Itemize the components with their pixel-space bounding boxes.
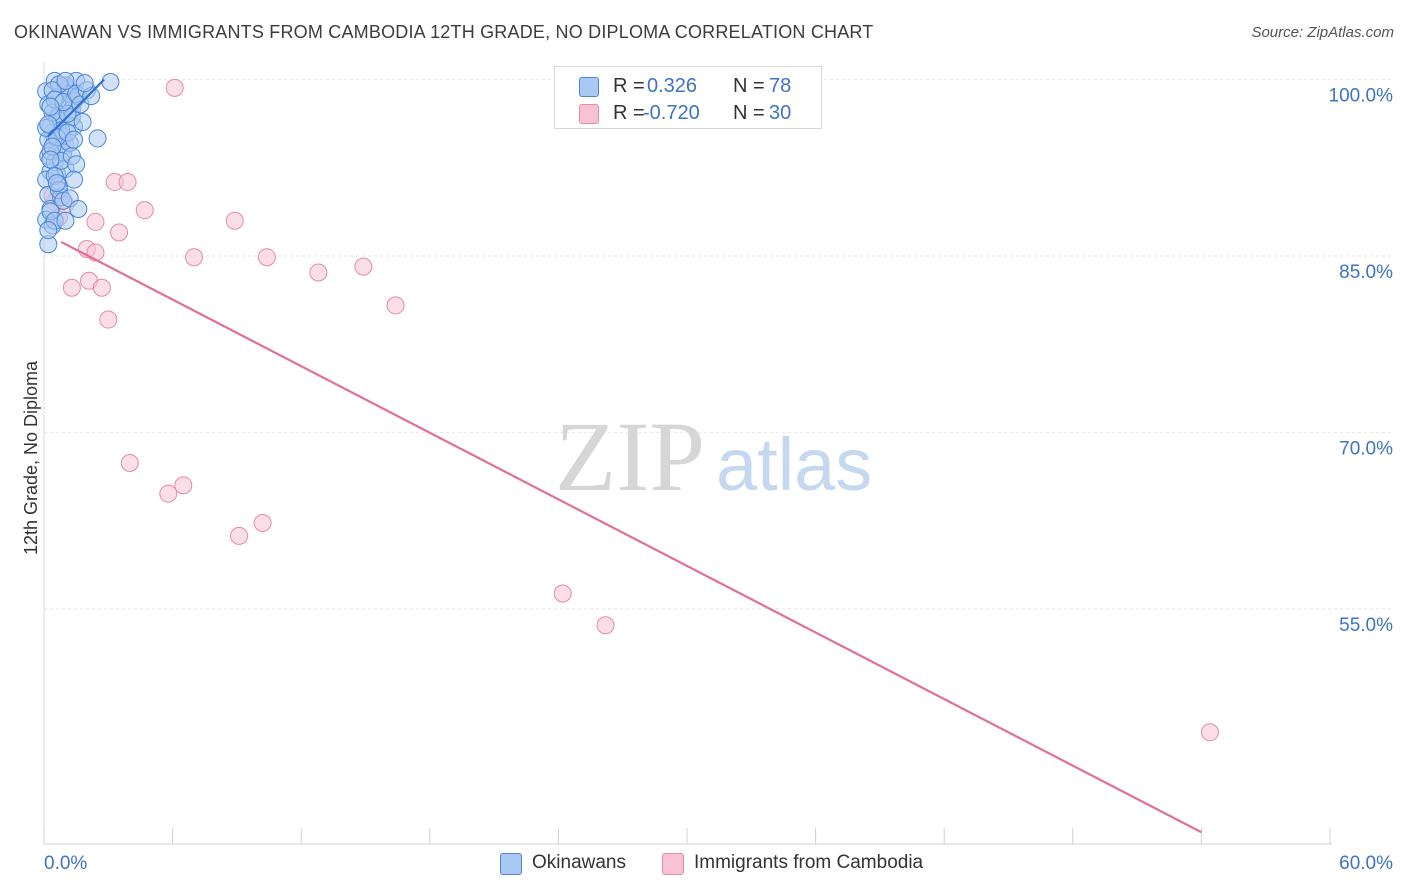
okinawan-point <box>75 74 94 93</box>
cambodia-point <box>596 616 615 635</box>
okinawan-point <box>56 211 75 230</box>
cambodia-point <box>92 278 111 297</box>
n-value: 78 <box>769 75 792 97</box>
cambodia-point <box>135 201 154 220</box>
y-axis-label: 12th Grade, No Diploma <box>21 360 41 555</box>
okinawan-point <box>88 129 107 148</box>
okinawans-legend-swatch <box>500 853 522 875</box>
okinawan-point <box>73 112 92 131</box>
r-value: -0.720 <box>643 102 700 124</box>
cambodia-point <box>225 211 244 230</box>
n-value: 30 <box>769 102 792 124</box>
r-value: 0.326 <box>647 75 698 97</box>
x-tick-label-max: 60.0% <box>1339 853 1393 874</box>
cambodia-point <box>110 223 129 242</box>
cambodia-point <box>354 257 373 276</box>
cambodia-point <box>257 248 276 267</box>
source-label: Source: ZipAtlas.com <box>1251 24 1394 41</box>
okinawan-point <box>101 72 120 91</box>
okinawan-point <box>41 150 60 169</box>
r-label: R = <box>613 75 645 97</box>
legend-label: Immigrants from Cambodia <box>694 852 924 873</box>
watermark-zip: ZIP <box>555 401 705 512</box>
okinawan-points <box>37 71 120 254</box>
cambodia-point <box>174 476 193 495</box>
axes <box>43 62 1332 845</box>
n-label: N = <box>733 102 765 124</box>
cambodia-point <box>553 584 572 603</box>
okinawan-point <box>56 71 75 90</box>
cambodia-point <box>230 526 249 545</box>
legend-label: Okinawans <box>532 852 626 873</box>
okinawan-point <box>65 130 84 149</box>
cambodia-point <box>86 212 105 231</box>
okinawan-point <box>39 221 58 240</box>
okinawan-point <box>41 97 60 116</box>
x-tick-label-min: 0.0% <box>44 853 87 874</box>
cambodia-point <box>99 310 118 329</box>
y-tick-labels: 100.0% 85.0% 70.0% 55.0% <box>1329 86 1394 636</box>
trend-lines <box>47 78 1202 834</box>
n-label: N = <box>733 75 765 97</box>
okinawan-point <box>67 155 86 174</box>
y-tick-label: 100.0% <box>1329 86 1394 107</box>
okinawan-point <box>65 170 84 189</box>
cambodia-point <box>118 172 137 191</box>
cambodia-point <box>1200 723 1219 742</box>
okinawan-point <box>47 174 66 193</box>
cambodia-point <box>386 296 405 315</box>
cambodia-point <box>159 484 178 503</box>
cambodia-legend-swatch <box>662 853 684 875</box>
cambodia-point <box>253 513 272 532</box>
okinawan-point <box>39 115 58 134</box>
cambodia-point <box>165 78 184 97</box>
grid-lines <box>44 79 1392 610</box>
chart-title: OKINAWAN VS IMMIGRANTS FROM CAMBODIA 12T… <box>14 22 874 42</box>
cambodia-swatch <box>579 104 599 124</box>
cambodia-point <box>309 263 328 282</box>
okinawans-swatch <box>579 77 599 97</box>
y-tick-label: 85.0% <box>1339 262 1393 283</box>
okinawan-point <box>69 199 88 218</box>
cambodia-point <box>185 248 204 267</box>
cambodia-trend-line <box>60 240 1202 834</box>
watermark-atlas: atlas <box>716 423 872 506</box>
cambodia-point <box>120 453 139 472</box>
stats-legend: R = 0.326 N = 78 R = -0.720 N = 30 <box>554 66 822 129</box>
y-tick-label: 70.0% <box>1339 438 1393 459</box>
r-label: R = <box>613 102 645 124</box>
okinawans-trend-line <box>47 78 105 137</box>
y-tick-label: 55.0% <box>1339 615 1393 636</box>
cambodia-point <box>62 278 81 297</box>
